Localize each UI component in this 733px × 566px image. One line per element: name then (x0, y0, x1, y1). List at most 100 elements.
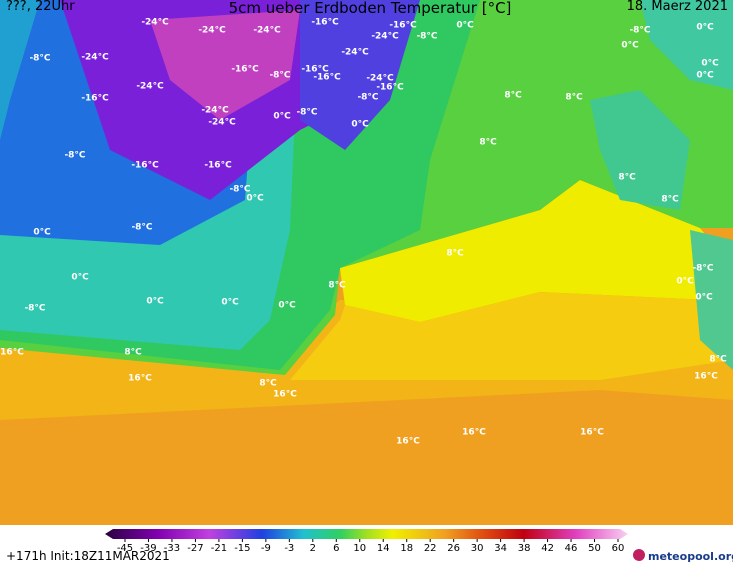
colorbar-tick-label: 50 (588, 543, 601, 554)
contour-label: 0°C (696, 71, 714, 81)
colorbar-tick-label: -39 (140, 543, 156, 554)
contour-label: 0°C (273, 112, 291, 122)
contour-label: -24°C (141, 18, 169, 28)
colorbar-tick-label: 34 (494, 543, 507, 554)
contour-label: -16°C (204, 161, 232, 171)
contour-label: -8°C (229, 185, 250, 195)
contour-label: -24°C (366, 74, 394, 84)
colorbar-tick-label: 26 (447, 543, 460, 554)
colorbar-tick-label: 38 (518, 543, 531, 554)
contour-label: 0°C (71, 273, 89, 283)
contour-label: -16°C (376, 83, 404, 93)
contour-label: 8°C (618, 173, 636, 183)
contour-label: -24°C (341, 48, 369, 58)
contour-label: -24°C (81, 53, 109, 63)
british-isles (590, 90, 690, 210)
contour-label: -16°C (301, 65, 329, 75)
contour-label: 8°C (661, 195, 679, 205)
contour-label: 16°C (128, 374, 152, 384)
contour-label: 0°C (696, 23, 714, 33)
contour-label: -16°C (313, 73, 341, 83)
logo-icon (633, 549, 645, 561)
contour-label: -8°C (296, 108, 317, 118)
colorbar-tick-label: -3 (284, 543, 294, 554)
map: -24°C-24°C -24°C-16°C -16°C 0°C-8°C-24°C-24… (0, 0, 733, 525)
colorbar-tick-label: -21 (211, 543, 227, 554)
contour-label: 8°C (565, 93, 583, 103)
map-title: 5cm ueber Erdboden Temperatur [°C] (229, 0, 512, 17)
contour-label: -24°C (201, 106, 229, 116)
field-yellow (340, 180, 733, 322)
colorbar-scale (105, 529, 628, 539)
contour-label: -8°C (629, 26, 650, 36)
contour-label: 0°C (278, 301, 296, 311)
colorbar-tick-label: -33 (164, 543, 180, 554)
contour-label: 8°C (504, 91, 522, 101)
contour-label: -8°C (269, 71, 290, 81)
colorbar-tick-label: -45 (117, 543, 133, 554)
contour-label: -24°C (208, 118, 236, 128)
contour-label: 0°C (695, 293, 713, 303)
contour-label: 0°C (701, 59, 719, 69)
contour-label: 8°C (479, 138, 497, 148)
contour-label: 8°C (446, 249, 464, 259)
contour-labels: -24°C-24°C -24°C-16°C -16°C 0°C-8°C-24°C-24… (0, 18, 727, 447)
colorbar-tick-label: 14 (377, 543, 390, 554)
field-magenta (150, 10, 300, 120)
field-blue-edge (0, 0, 40, 140)
contour-label: -16°C (389, 21, 417, 31)
contour-label: -8°C (64, 151, 85, 161)
contour-label: 0°C (221, 298, 239, 308)
contour-label: -24°C (136, 82, 164, 92)
contour-label: 16°C (273, 390, 297, 400)
contour-label: 16°C (694, 372, 718, 382)
colorbar-tick-label: 18 (400, 543, 413, 554)
contour-label: 0°C (146, 297, 164, 307)
contour-label: 16°C (462, 428, 486, 438)
contour-label: -24°C (198, 26, 226, 36)
colorbar-tick-label: -9 (261, 543, 271, 554)
colorbar-tick-label: 2 (310, 543, 316, 554)
colorbar: -45 -39 -33 -27 -21 -15 -9 -3 2 6 10 14 18 22 26 30 34 38… (105, 529, 628, 554)
contour-label: 16°C (580, 428, 604, 438)
colorbar-tick-label: 60 (612, 543, 625, 554)
run-time: ???, 22Uhr (6, 0, 75, 14)
logo: meteopool.org (648, 550, 733, 563)
contour-label: 16°C (0, 348, 24, 358)
scandinavia (640, 0, 733, 90)
contour-label: 8°C (259, 379, 277, 389)
contour-label: 0°C (33, 228, 51, 238)
contour-label: -8°C (24, 304, 45, 314)
colorbar-tick-label: 42 (541, 543, 554, 554)
contour-label: -24°C (253, 26, 281, 36)
colorbar-tick-label: -27 (187, 543, 203, 554)
contour-label: -8°C (692, 264, 713, 274)
contour-label: 8°C (124, 348, 142, 358)
contour-label: 0°C (246, 194, 264, 204)
contour-label: 8°C (709, 355, 727, 365)
contour-label: -24°C (371, 32, 399, 42)
contour-label: 0°C (351, 120, 369, 130)
contour-label: 0°C (621, 41, 639, 51)
map-date: 18. Maerz 2021 (627, 0, 728, 14)
run-info: +171h Init:18Z11MAR2021 (6, 549, 170, 563)
contour-label: -16°C (311, 18, 339, 28)
contour-label: -16°C (131, 161, 159, 171)
contour-label: 8°C (328, 281, 346, 291)
colorbar-tick-label: 6 (333, 543, 339, 554)
contour-label: -16°C (81, 94, 109, 104)
colorbar-tick-label: 10 (353, 543, 366, 554)
colorbar-tick-label: -15 (234, 543, 250, 554)
contour-label: 0°C (676, 277, 694, 287)
contour-label: 16°C (396, 437, 420, 447)
contour-label: -8°C (357, 93, 378, 103)
field-ochre (290, 292, 733, 380)
contour-label: -8°C (416, 32, 437, 42)
greenland (300, 0, 420, 150)
colorbar-tick-label: 46 (565, 543, 578, 554)
contour-label: -8°C (29, 54, 50, 64)
iberia (690, 230, 733, 370)
colorbar-tick-label: 30 (471, 543, 484, 554)
contour-label: -8°C (131, 223, 152, 233)
